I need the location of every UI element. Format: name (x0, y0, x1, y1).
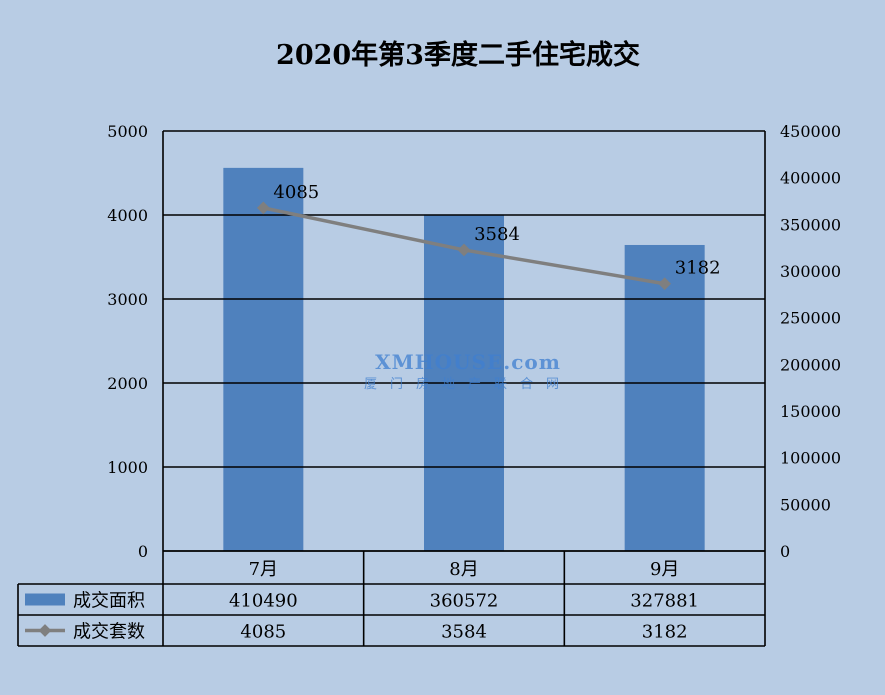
table-cell: 360572 (430, 591, 499, 612)
chart-title: 2020年第3季度二手住宅成交 (276, 39, 640, 71)
table-cell: 3584 (441, 622, 487, 643)
category-label: 9月 (650, 559, 679, 580)
right-tick-label: 0 (780, 542, 790, 561)
right-tick-label: 200000 (780, 355, 841, 374)
right-tick-label: 250000 (780, 309, 841, 328)
legend-label: 成交面积 (73, 591, 145, 612)
axes-layer: 0100020003000400050000500001000001500002… (107, 122, 841, 561)
right-tick-label: 450000 (780, 122, 841, 141)
table-cell: 327881 (630, 591, 699, 612)
line-data-label: 3584 (474, 224, 520, 245)
right-tick-label: 150000 (780, 402, 841, 421)
watermark-text: XMHOUSE.com (375, 350, 561, 374)
legend-line-marker (38, 624, 52, 637)
left-tick-label: 1000 (107, 458, 148, 477)
legend-label: 成交套数 (73, 622, 145, 643)
category-label: 8月 (449, 559, 478, 580)
left-tick-label: 0 (138, 542, 148, 561)
table-cell: 410490 (229, 591, 298, 612)
left-tick-label: 2000 (107, 374, 148, 393)
line-layer: 4085 3584 3182 (256, 182, 721, 291)
line-marker-1 (256, 201, 270, 215)
bar-3 (624, 244, 705, 552)
right-tick-label: 100000 (780, 449, 841, 468)
left-tick-label: 5000 (107, 122, 148, 141)
line-data-label: 3182 (675, 258, 721, 279)
left-tick-label: 3000 (107, 290, 148, 309)
watermark-subtext: 厦门房地产联合网 (364, 376, 572, 392)
right-tick-label: 400000 (780, 169, 841, 188)
table-cell: 3182 (642, 622, 688, 643)
bar-1 (223, 167, 304, 551)
category-label: 7月 (249, 559, 278, 580)
left-tick-label: 4000 (107, 206, 148, 225)
right-tick-label: 300000 (780, 262, 841, 281)
line-data-label: 4085 (273, 182, 319, 203)
legend-bar-swatch (25, 593, 65, 606)
watermark-logo: XMHOUSE.com 厦门房地产联合网 (364, 350, 572, 392)
right-tick-label: 50000 (780, 495, 831, 514)
right-tick-label: 350000 (780, 215, 841, 234)
line-marker-2 (457, 243, 471, 257)
table-cell: 4085 (240, 622, 286, 643)
